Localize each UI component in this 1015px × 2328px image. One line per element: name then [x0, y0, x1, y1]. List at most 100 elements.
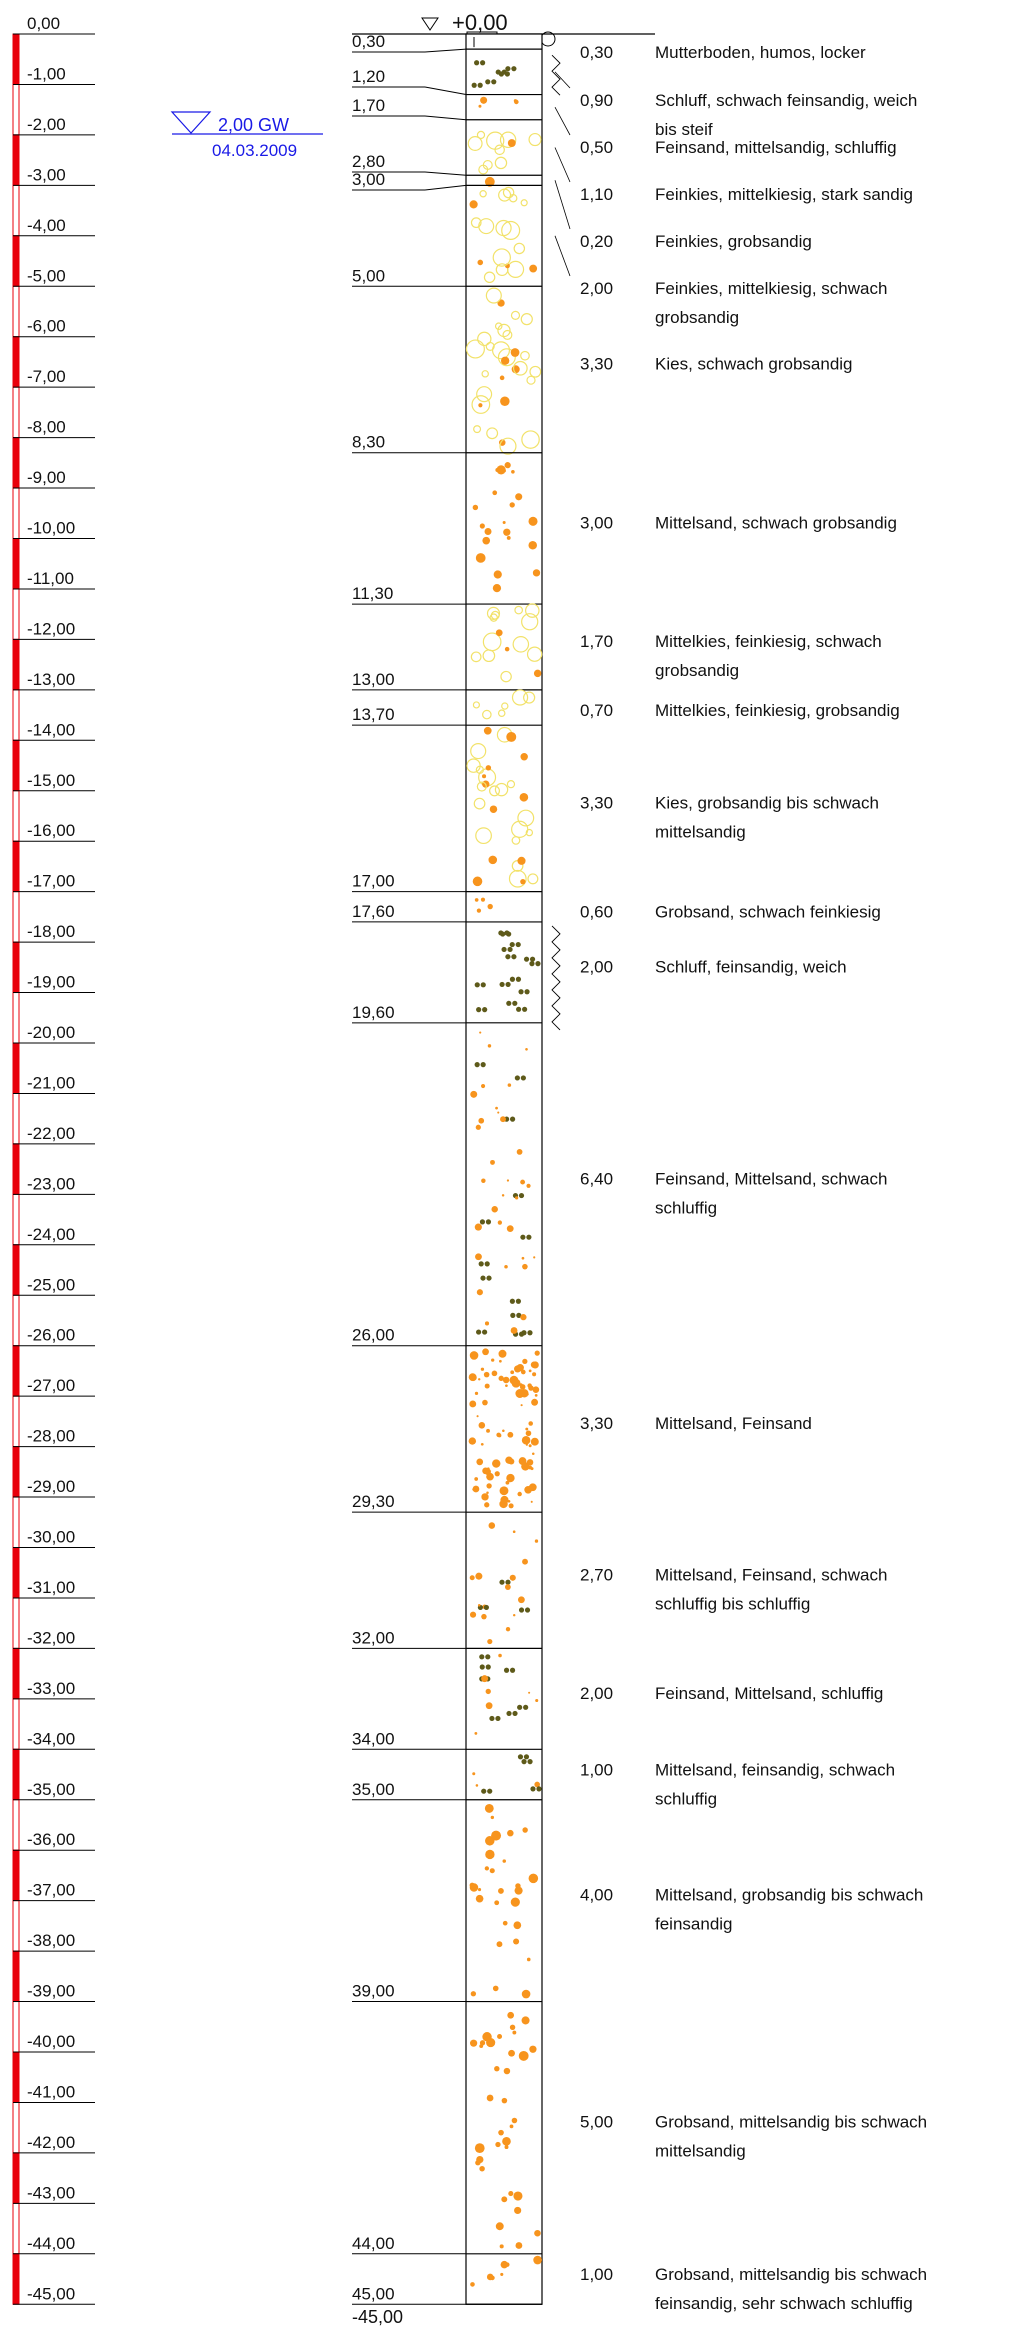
grain-mark [499, 1359, 502, 1363]
grain-mark [489, 805, 498, 813]
grain-mark [521, 613, 539, 631]
layer-depth-label: 44,00 [352, 2234, 466, 2255]
grain-mark [479, 2040, 486, 2046]
grain-mark [485, 1219, 492, 1225]
scale-tick-label: -22,00 [27, 1124, 75, 1143]
layer-bottom-depth: 5,00 [352, 266, 385, 285]
grain-mark [499, 1486, 509, 1496]
grain-mark [520, 1369, 526, 1375]
layer-thickness: 0,30 [580, 43, 613, 62]
scale-tick-label: -34,00 [27, 1729, 75, 1748]
grain-mark [518, 1607, 525, 1613]
scale-tick-label: -43,00 [27, 2183, 75, 2202]
leader-line [554, 71, 571, 89]
grain-mark [516, 1149, 523, 1155]
layer-thickness: 4,00 [580, 1886, 613, 1905]
grain-mark [517, 1754, 524, 1760]
layer-description: 2,00 Feinsand, Mittelsand, schluffig [580, 1684, 883, 1703]
layer-description-text: grobsandig [655, 308, 739, 327]
scale-segment [12, 1143, 20, 1195]
grain-mark [510, 1897, 520, 1907]
layer-description: 2,70 Mittelsand, Feinsand, schwach schluff… [580, 1565, 887, 1613]
grain-mark [501, 1194, 505, 1197]
grain-mark [476, 1007, 482, 1013]
grain-mark [484, 1502, 490, 1508]
layer-thickness: 0,60 [580, 903, 613, 922]
grain-mark [499, 1579, 505, 1585]
grain-mark [505, 1579, 511, 1585]
grain-mark [502, 186, 515, 199]
grain-mark [517, 1596, 525, 1604]
grain-mark [509, 502, 515, 508]
grain-mark [506, 780, 516, 789]
layer-description: 0,20 Feinkies, grobsandig [554, 180, 812, 251]
layer-description-text: schluffig [655, 1198, 717, 1217]
grain-mark [500, 2272, 504, 2277]
grain-mark [495, 2141, 501, 2148]
grain-mark [481, 370, 489, 378]
grain-mark [474, 1391, 479, 1395]
scale-segment [12, 1193, 20, 1246]
grain-mark [470, 217, 482, 229]
scale-segment [12, 285, 20, 338]
grain-mark [508, 2190, 514, 2197]
grain-mark [520, 313, 533, 326]
scale-segment [12, 134, 20, 186]
grain-mark [488, 855, 498, 865]
grain-mark [501, 2196, 508, 2203]
scale-tick-label: -45,00 [27, 2284, 75, 2303]
layer-bottom-depth: 17,60 [352, 902, 395, 921]
scale-segment [12, 184, 20, 237]
layer-description-text: Kies, schwach grobsandig [655, 354, 853, 373]
grain-mark [530, 1500, 533, 1503]
grain-mark [485, 1654, 491, 1660]
bottom-level-label: -45,00 [352, 2307, 403, 2327]
grain-mark [505, 1480, 510, 1485]
soft-consistency-icon [551, 925, 561, 1031]
grain-mark [479, 523, 485, 529]
layer-depth-label: 13,00 [352, 670, 466, 691]
grain-mark [503, 2067, 511, 2075]
scale-tick-label: -21,00 [27, 1073, 75, 1092]
scale-segment [12, 1092, 20, 1145]
grain-mark [485, 1688, 491, 1695]
grain-mark [477, 82, 483, 88]
grain-mark [526, 375, 536, 385]
layer-description: 4,00 Mittelsand, grobsandig bis schwach fe… [580, 1886, 923, 1934]
grain-mark [476, 130, 486, 140]
grain-mark [514, 1886, 523, 1895]
grain-mark [515, 941, 521, 948]
layer-description-text: Mittelkies, feinkiesig, schwach [655, 632, 882, 651]
grain-mark [501, 2097, 508, 2104]
grain-mark [507, 1829, 514, 1837]
grain-mark [507, 1083, 512, 1087]
grain-mark [468, 1437, 477, 1445]
layer-description: 5,00 Grobsand, mittelsandig bis schwach mi… [580, 2113, 927, 2161]
grain-mark [530, 1467, 534, 1471]
grain-mark [534, 1394, 538, 1397]
log-footer: -45,00 [352, 2307, 403, 2327]
grain-mark [475, 1124, 481, 1130]
grain-mark [497, 299, 505, 307]
grain-mark [493, 570, 502, 579]
layer-description-text: Mittelsand, schwach grobsandig [655, 513, 897, 532]
grain-mark [523, 691, 536, 704]
soil-layer [466, 897, 542, 923]
grain-mark [476, 1289, 483, 1296]
grain-mark [492, 1459, 501, 1468]
grain-mark [491, 1830, 502, 1841]
grain-mark [511, 66, 517, 72]
grain-mark [499, 981, 505, 988]
grain-mark [497, 1111, 500, 1114]
grain-mark [478, 1378, 481, 1381]
grain-mark [494, 1900, 500, 1906]
grain-mark [505, 1384, 508, 1388]
grain-mark [480, 1367, 485, 1371]
layer-description: 3,00 Mittelsand, schwach grobsandig [580, 513, 897, 532]
grain-mark [504, 1584, 511, 1590]
grain-mark [510, 348, 520, 357]
soil-layer [466, 60, 542, 96]
grain-mark [509, 976, 516, 982]
grain-mark [507, 1499, 511, 1503]
grain-mark [470, 2039, 478, 2047]
